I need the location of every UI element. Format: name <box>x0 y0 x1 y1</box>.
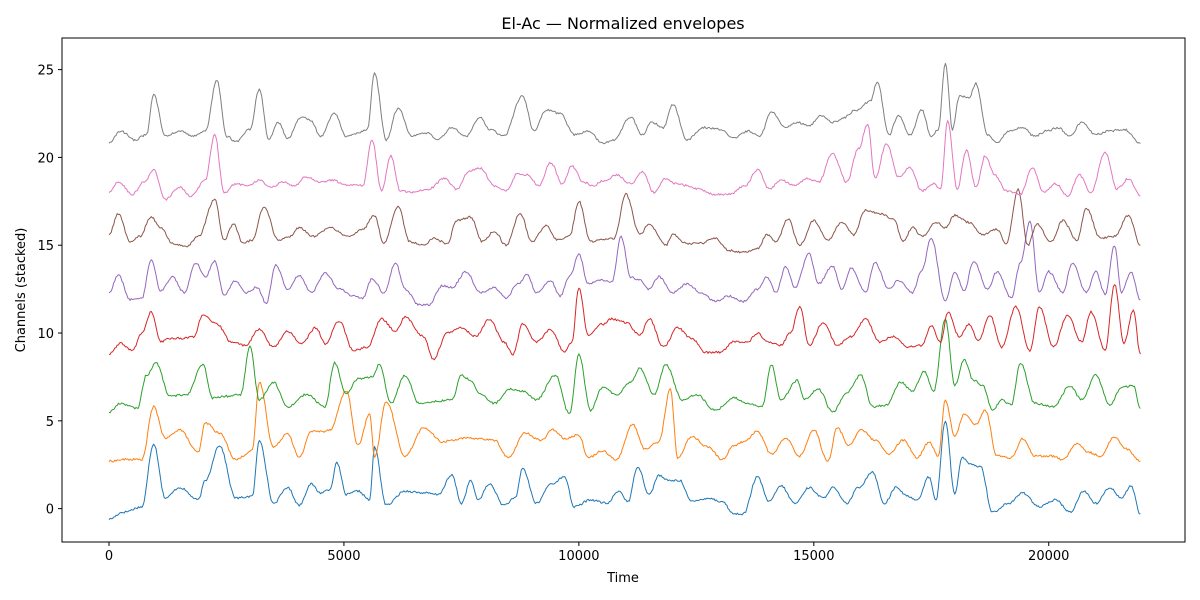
series-line-3 <box>108 284 1141 361</box>
axes-layer: 0 5000 10000 15000 20000 0 5 10 15 20 25 <box>37 64 1069 564</box>
y-axis-label: Channels (stacked) <box>14 228 29 353</box>
x-tick-label: 5000 <box>327 549 360 564</box>
series-line-5 <box>108 188 1141 254</box>
chart-title: El-Ac — Normalized envelopes <box>501 14 744 33</box>
series-line-2 <box>108 318 1141 414</box>
series-line-7 <box>108 62 1141 145</box>
y-tick-label: 25 <box>37 64 54 79</box>
y-tick-label: 20 <box>37 151 54 166</box>
series-line-6 <box>108 120 1141 201</box>
plot-frame <box>61 37 1186 543</box>
y-tick-label: 15 <box>37 239 54 254</box>
series-layer <box>108 62 1141 521</box>
x-tick-label: 15000 <box>793 549 834 564</box>
x-tick-label: 20000 <box>1028 549 1069 564</box>
y-tick-label: 0 <box>46 503 54 518</box>
x-axis-label: Time <box>606 571 639 586</box>
series-line-0 <box>108 420 1141 521</box>
y-tick-label: 5 <box>46 415 54 430</box>
y-tick-label: 10 <box>37 327 54 342</box>
series-line-4 <box>108 220 1141 307</box>
series-line-1 <box>108 381 1141 463</box>
x-tick-label: 10000 <box>558 549 599 564</box>
x-tick-label: 0 <box>105 549 113 564</box>
